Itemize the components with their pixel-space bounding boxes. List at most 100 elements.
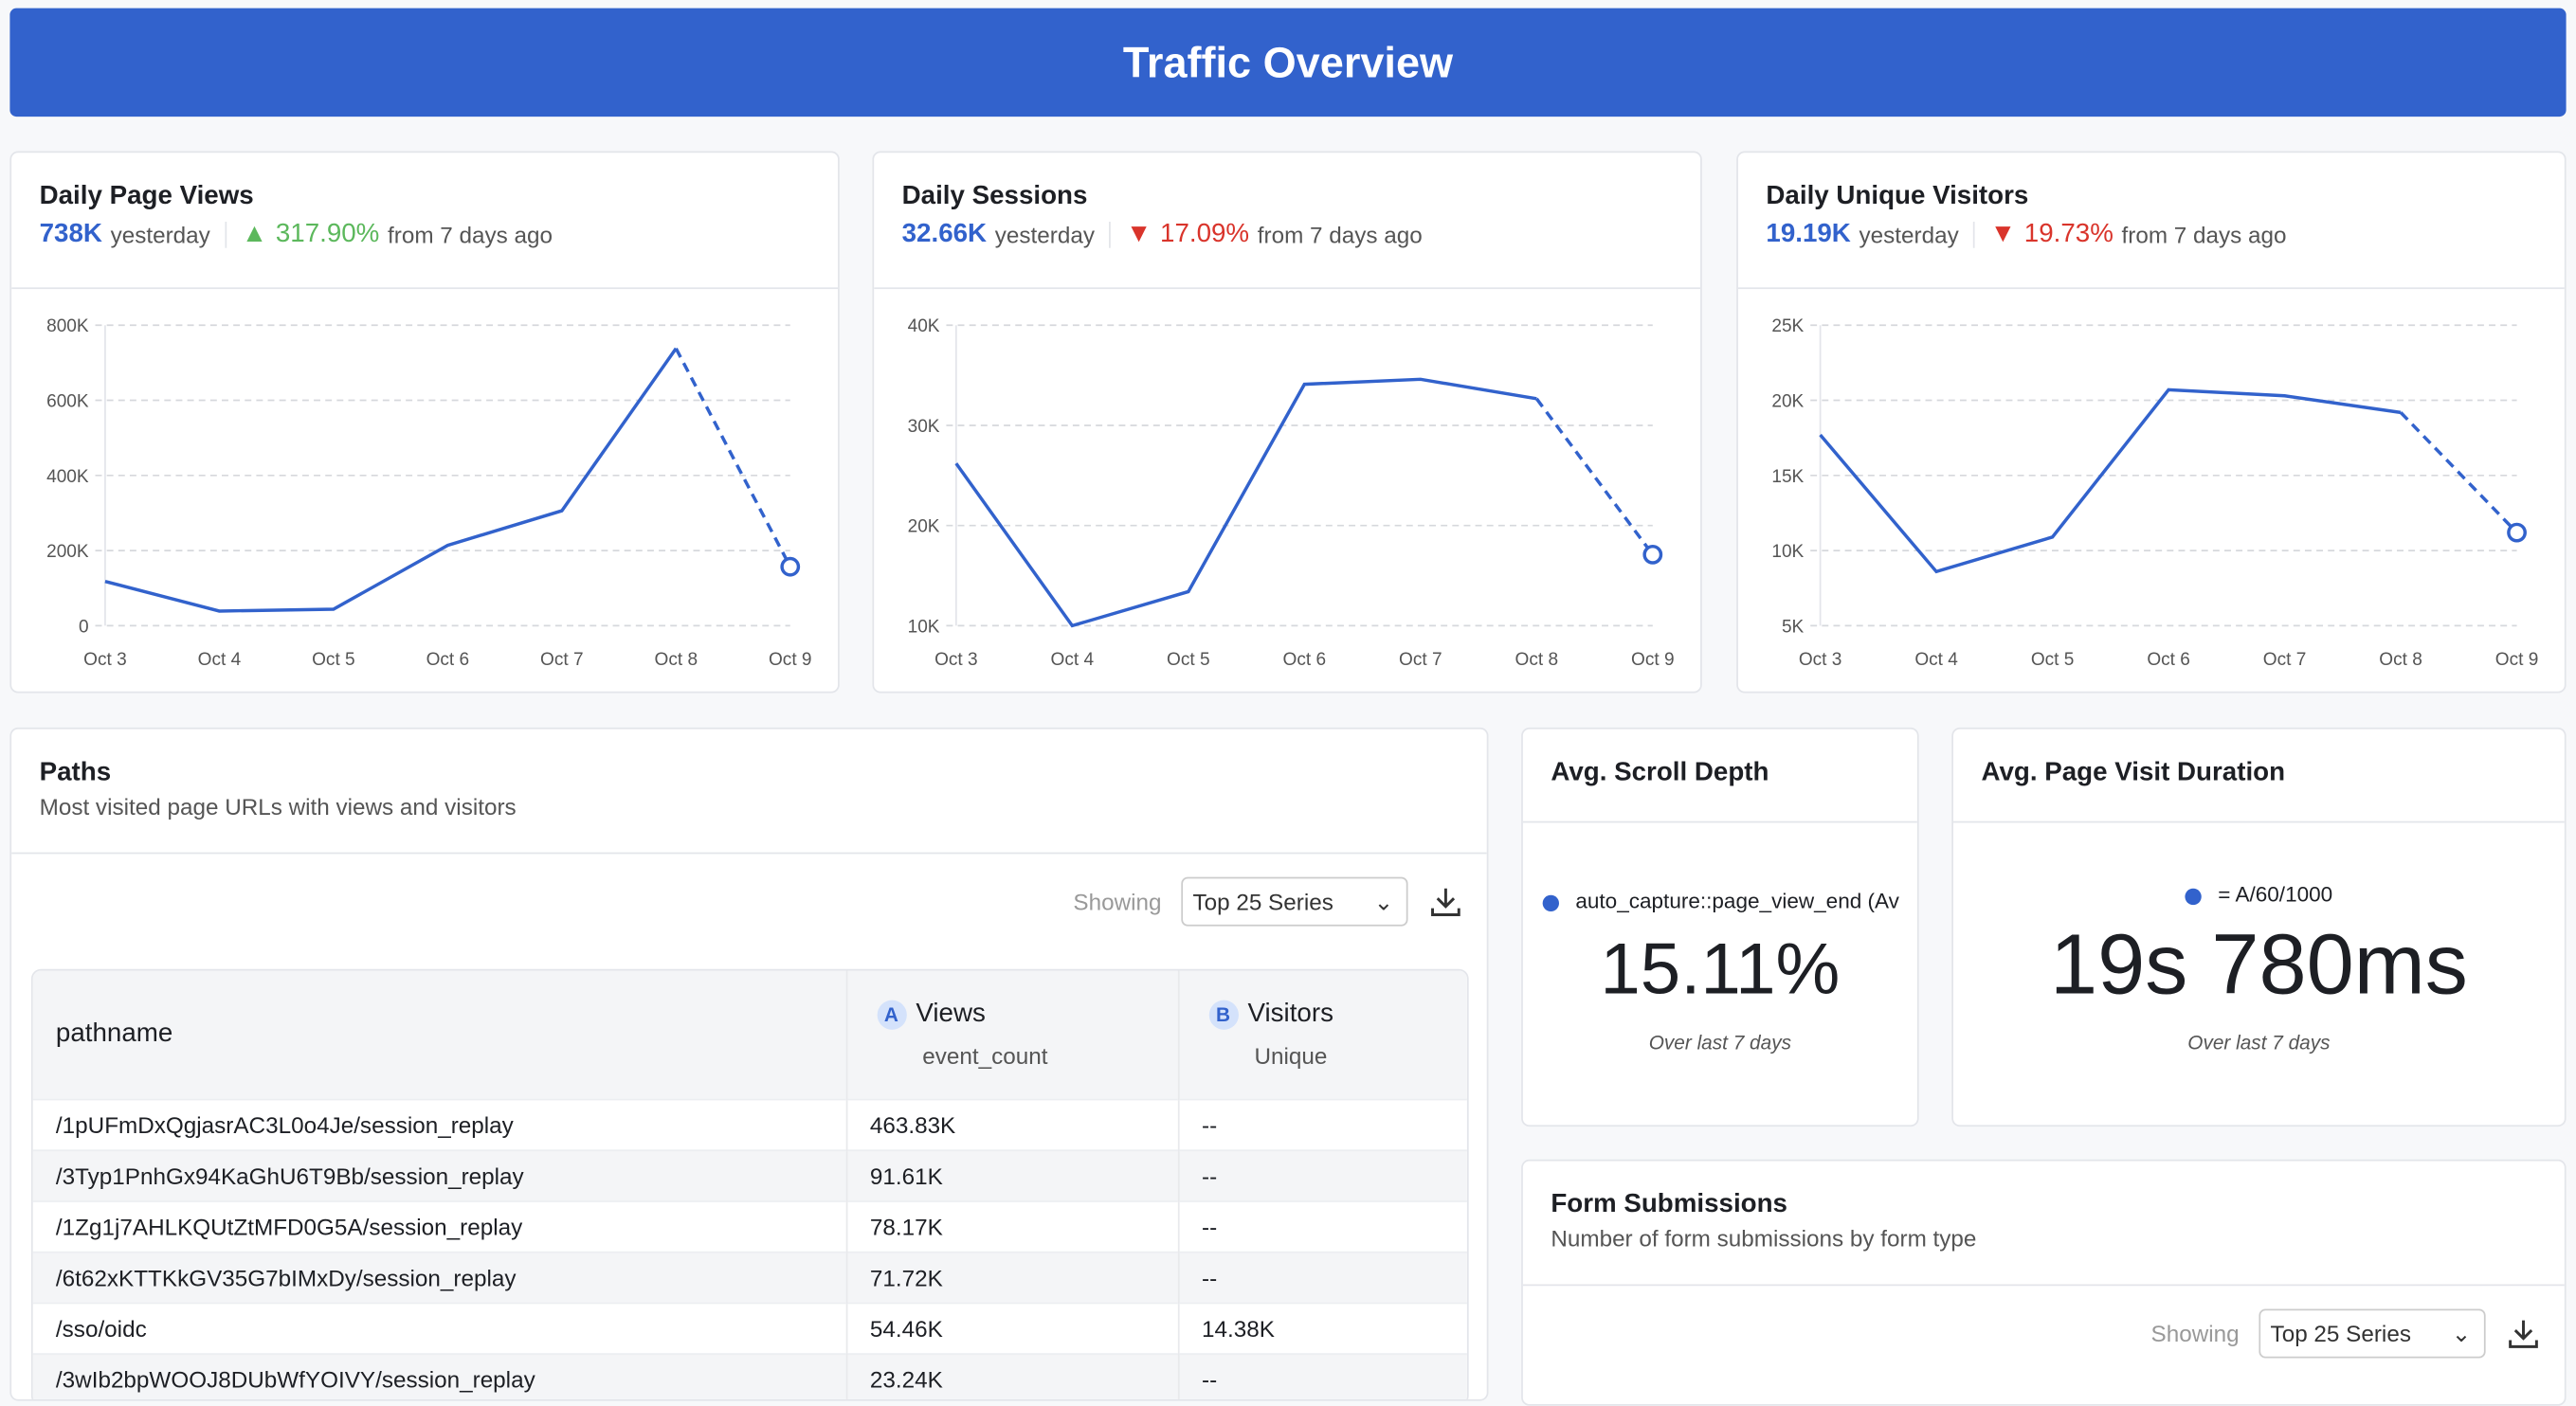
chevron-down-icon: ⌄ [1373,887,1393,914]
arrow-down-icon: ▼ [1125,220,1152,248]
kpi-value-suffix: yesterday [1859,222,1959,248]
page-views-chart: 0 200K 400K 600K 800K Oct 3 Oct 4 Oct 5 Oct 6 Oct… [46,316,812,670]
table-cell: -- [1177,1148,1467,1201]
paths-card: Paths Most visited page URLs with views a… [9,727,1489,1401]
kpi-value: 19.19K [1766,220,1851,248]
y-tick-label: 20K [908,517,940,537]
kpi-value-suffix: yesterday [110,222,210,248]
y-tick-label: 400K [46,467,89,487]
data-point-incomplete [780,556,801,577]
table-cell: 78.17K [845,1199,1179,1252]
divider [1973,222,1976,248]
table-cell: /6t62xKTTKkGV35G7bIMxDy/session_replay [32,1250,847,1303]
sessions-chart: 10K 20K 30K 40K Oct 3 Oct 4 Oct 5 Oct 6 Oct 7 Oct… [908,316,1675,670]
x-tick-label: Oct 6 [1283,650,1327,670]
table-cell: 23.24K [845,1352,1179,1399]
incomplete-segment [2399,411,2518,534]
x-tick-label: Oct 9 [2495,650,2539,670]
x-tick-label: Oct 5 [312,650,355,670]
scroll-depth-card: Avg. Scroll Depth auto_capture::page_vie… [1521,727,1919,1127]
table-cell: 91.61K [845,1148,1179,1201]
page-title: Traffic Overview [1122,37,1454,87]
series-select-value: Top 25 Series [2270,1320,2411,1347]
x-tick-label: Oct 4 [1051,650,1095,670]
series-dot-icon [2185,888,2202,905]
incomplete-segment [1534,397,1655,556]
legend-item: = A/60/1000 [1953,822,2565,907]
x-tick-label: Oct 3 [934,650,978,670]
download-icon[interactable] [1427,884,1463,920]
x-tick-label: Oct 5 [2031,650,2075,670]
table-row[interactable]: /6t62xKTTKkGV35G7bIMxDy/session_replay 71… [32,1250,1467,1303]
series-badge: B [1207,1000,1239,1030]
table-cell: /1pUFmDxQgjasrAC3L0o4Je/session_replay [32,1097,847,1150]
column-header-visitors[interactable]: B Visitors Unique [1177,970,1467,1099]
card-subtitle: Most visited page URLs with views and vi… [39,793,517,820]
column-header-pathname[interactable]: pathname [32,970,847,1099]
metric-value: 19s 780ms [2049,917,2468,1014]
table-cell: /3Typ1PnhGx94KaGhU6T9Bb/session_replay [32,1148,847,1201]
kpi-change: 317.90% [275,220,380,248]
table-cell: -- [1177,1097,1467,1150]
column-header-views[interactable]: A Views event_count [845,970,1179,1099]
series-select[interactable]: Top 25 Series ⌄ [2259,1308,2486,1359]
kpi-card-sessions: Daily Sessions 32.66K yesterday ▼ 17.09% fro… [872,151,1702,694]
y-tick-label: 15K [1771,467,1804,487]
series-select[interactable]: Top 25 Series ⌄ [1181,876,1408,927]
visit-duration-card: Avg. Page Visit Duration = A/60/1000 19s… [1951,727,2567,1127]
x-tick-label: Oct 3 [83,650,127,670]
x-tick-label: Oct 9 [769,650,812,670]
download-icon[interactable] [2505,1315,2541,1351]
y-tick-label: 600K [46,391,89,411]
y-tick-label: 25K [1771,316,1804,336]
card-title: Daily Page Views [39,182,254,210]
card-title: Daily Unique Visitors [1766,182,2029,210]
table-cell: /1Zg1j7AHLKQUtZtMFD0G5A/session_replay [32,1199,847,1252]
arrow-down-icon: ▼ [1989,220,2017,248]
card-title: Daily Sessions [901,182,1088,210]
table-row[interactable]: /sso/oidc 54.46K 14.38K [32,1301,1467,1354]
x-tick-label: Oct 5 [1167,650,1210,670]
y-tick-label: 10K [908,617,940,637]
legend-label: auto_capture::page_view_end (Av [1575,888,1899,913]
table-cell: 463.83K [845,1097,1179,1150]
table-cell: -- [1177,1352,1467,1399]
table-row[interactable]: /1pUFmDxQgjasrAC3L0o4Je/session_replay 46… [32,1097,1467,1150]
kpi-change: 19.73% [2023,220,2113,248]
legend-item: auto_capture::page_view_end (Av [1523,822,1917,913]
paths-table: pathname A Views event_count B Visitors Uniq… [30,968,1469,1399]
y-tick-label: 30K [908,417,940,437]
x-tick-label: Oct 4 [198,650,242,670]
table-row[interactable]: /3wIb2bpWOOJ8DUbWfYOIVY/session_replay 23… [32,1352,1467,1399]
column-label: Visitors [1247,1000,1333,1028]
series-badge: A [876,1000,906,1030]
series-select-value: Top 25 Series [1192,888,1333,915]
card-title: Form Submissions [1551,1190,1787,1219]
metric-value: 15.11% [1600,929,1841,1011]
column-sublabel: event_count [922,1042,1048,1070]
x-tick-label: Oct 4 [1914,650,1958,670]
x-tick-label: Oct 9 [1631,650,1675,670]
series-line [104,347,678,613]
kpi-value-suffix: yesterday [994,222,1095,248]
card-title: Paths [39,758,112,787]
y-tick-label: 5K [1782,617,1805,637]
kpi-change-suffix: from 7 days ago [2121,222,2287,248]
column-sublabel: Unique [1254,1042,1328,1070]
table-row[interactable]: /3Typ1PnhGx94KaGhU6T9Bb/session_replay 91… [32,1148,1467,1201]
card-title: Avg. Scroll Depth [1551,758,1769,787]
table-row[interactable]: /1Zg1j7AHLKQUtZtMFD0G5A/session_replay 78… [32,1199,1467,1252]
x-tick-label: Oct 7 [1399,650,1442,670]
x-tick-label: Oct 7 [2263,650,2307,670]
kpi-value: 738K [39,220,102,248]
x-tick-label: Oct 6 [426,650,470,670]
x-tick-label: Oct 8 [2379,650,2422,670]
x-tick-label: Oct 6 [2147,650,2190,670]
y-tick-label: 0 [79,617,89,637]
table-cell: 71.72K [845,1250,1179,1303]
column-label: pathname [55,1019,173,1048]
kpi-change-suffix: from 7 days ago [388,222,553,248]
page-header: Traffic Overview [9,8,2567,117]
kpi-change: 17.09% [1160,220,1250,248]
chevron-down-icon: ⌄ [2451,1319,2472,1346]
